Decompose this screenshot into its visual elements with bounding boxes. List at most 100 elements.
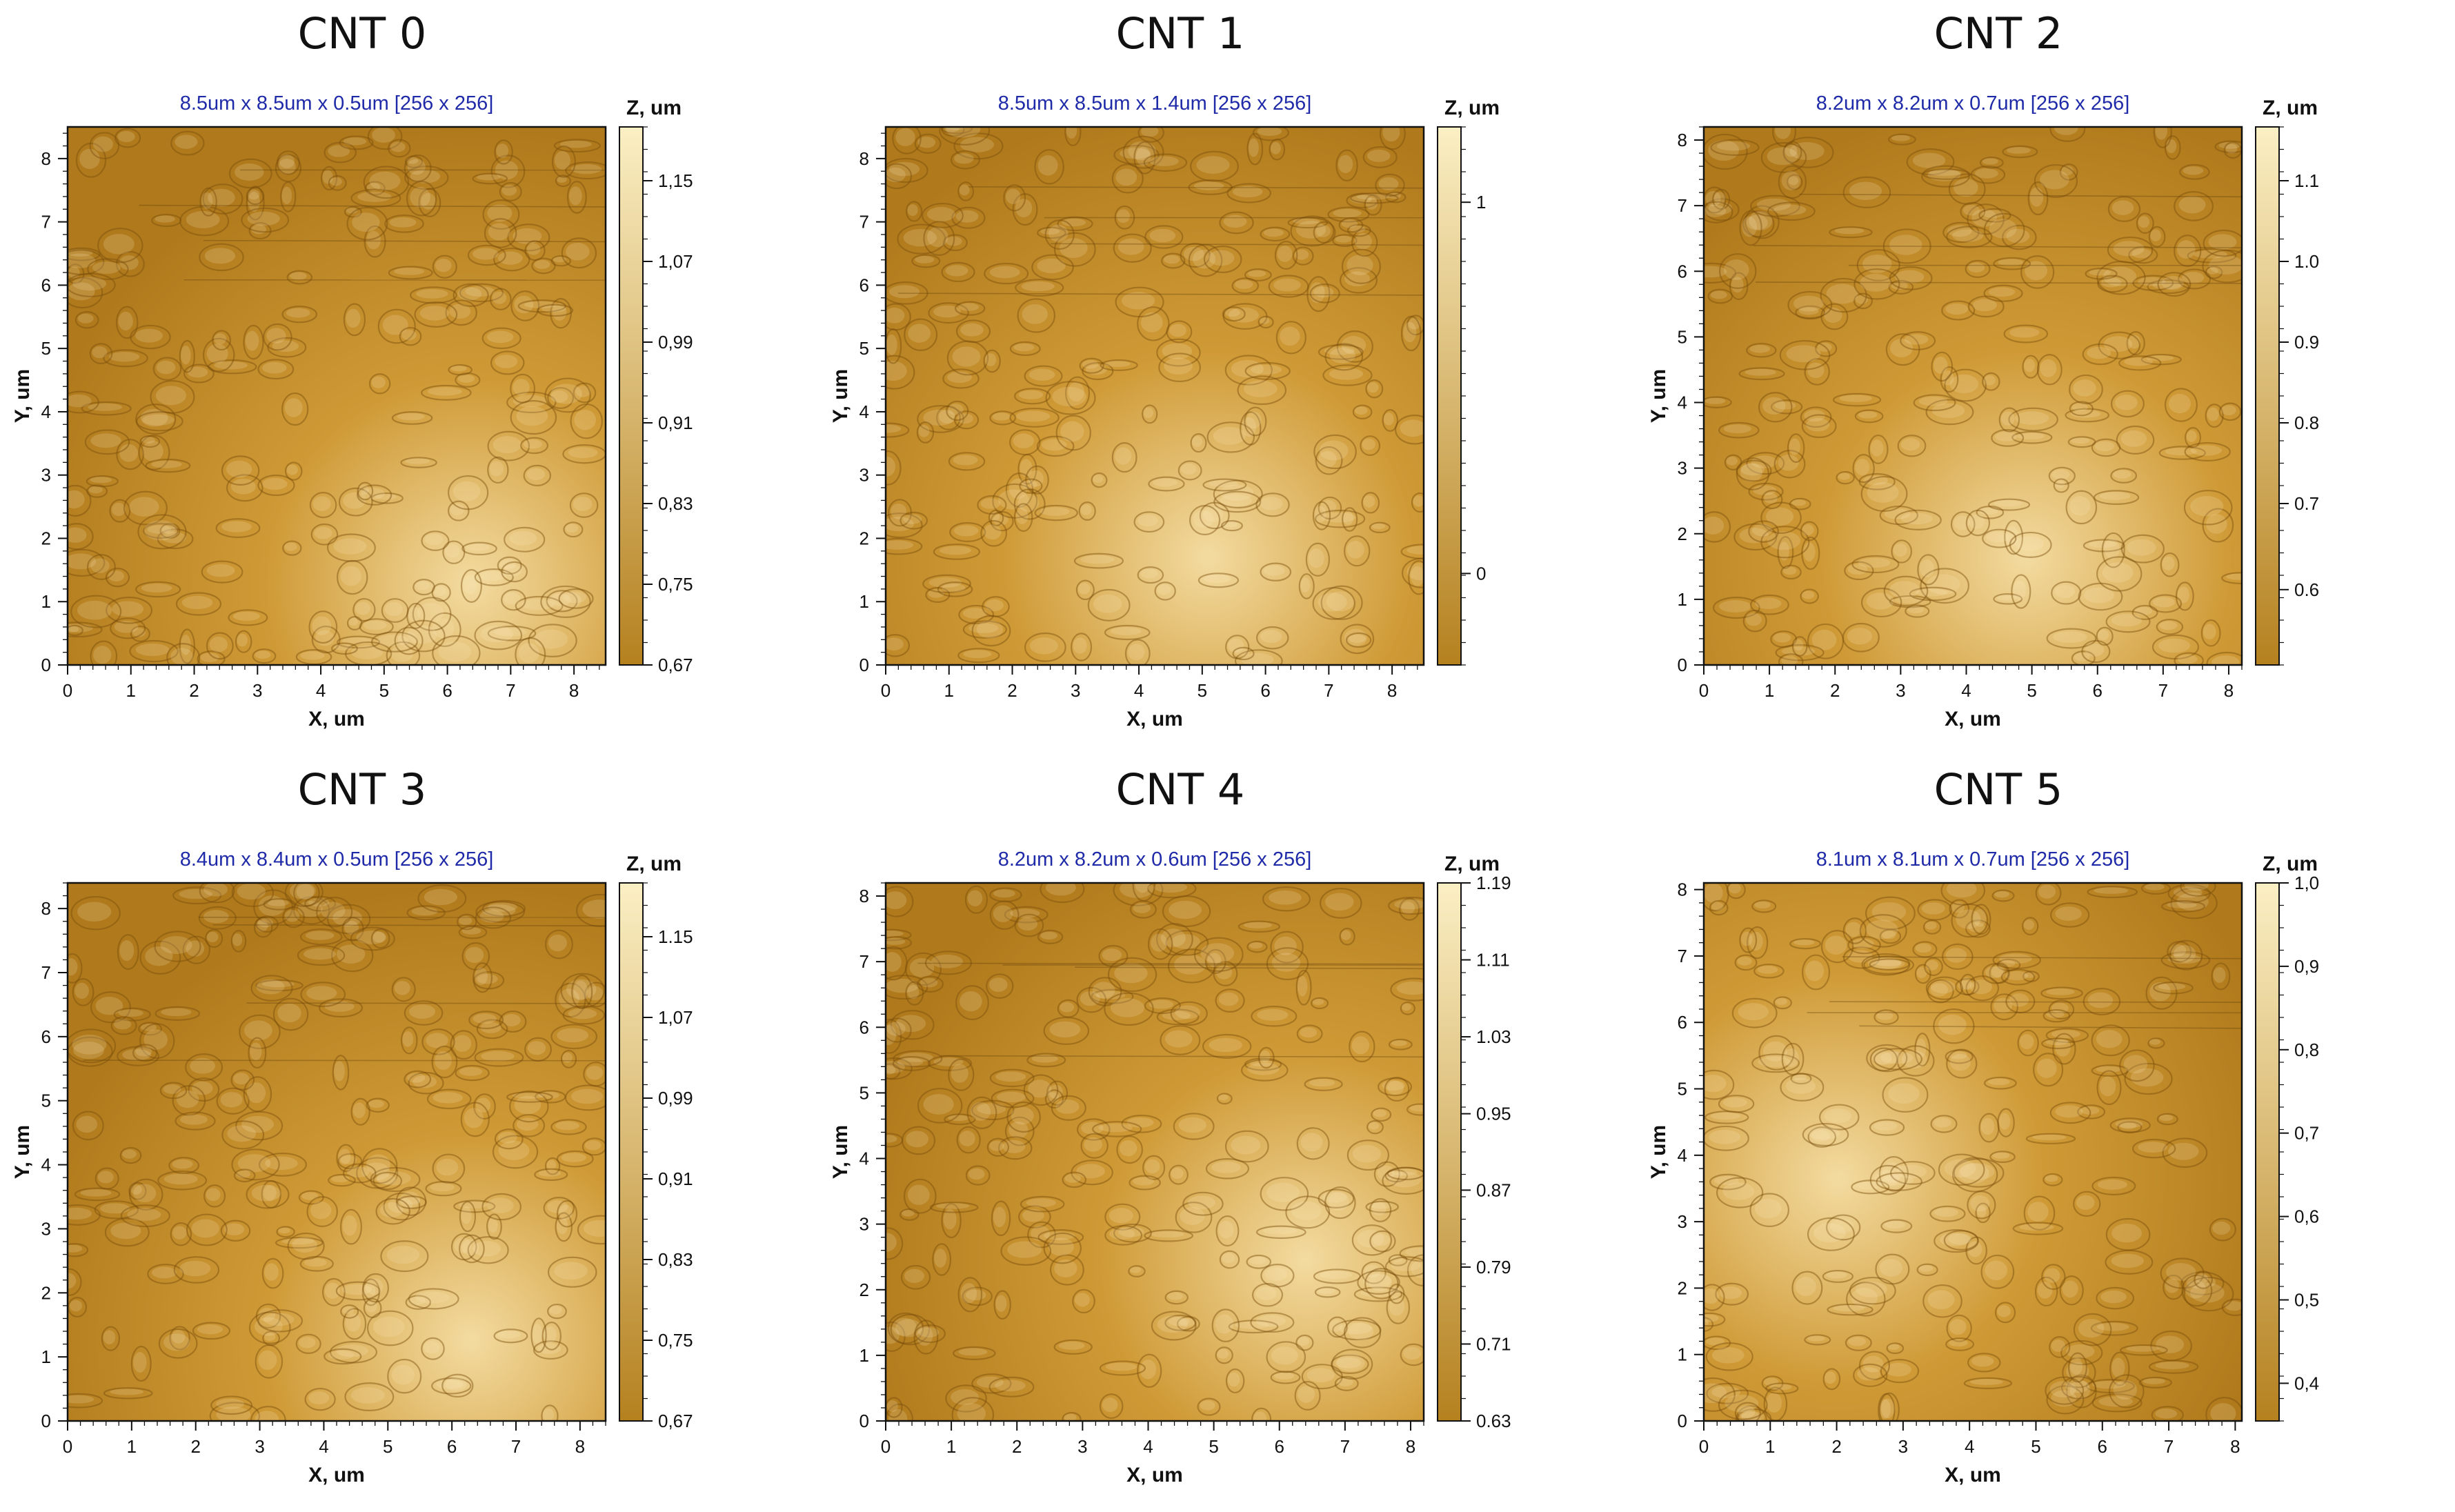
y-tick-label: 3: [859, 1214, 869, 1235]
panel-cnt-4: CNT 4 8.2um x 8.2um x 0.6um [256 x 256] …: [818, 756, 1636, 1512]
y-tick-label: 1: [41, 1346, 51, 1367]
x-tick-label: 1: [1765, 1436, 1775, 1457]
x-tick-label: 6: [1260, 680, 1270, 701]
y-tick-label: 4: [859, 1148, 869, 1169]
x-tick-label: 1: [126, 680, 136, 701]
y-tick-label: 6: [41, 275, 51, 295]
panel-cnt-2: CNT 2 8.2um x 8.2um x 0.7um [256 x 256] …: [1636, 0, 2454, 756]
image-frame: [1702, 882, 2243, 1422]
x-tick-label: 2: [1830, 680, 1840, 701]
colorbar-tick-label: 0: [1476, 563, 1486, 584]
colorbar-tick-label: 1,07: [658, 251, 693, 272]
colorbar: [619, 882, 644, 1422]
x-tick-label: 1: [127, 1436, 137, 1457]
colorbar-label: Z, um: [2263, 853, 2318, 875]
y-tick-label: 7: [1678, 195, 1687, 216]
colorbar: [1437, 882, 1462, 1422]
x-axis-label: X, um: [308, 708, 365, 730]
colorbar-tick-label: 0,83: [658, 1249, 693, 1270]
y-tick-label: 4: [41, 1155, 51, 1175]
panel-cnt-5: CNT 5 8.1um x 8.1um x 0.7um [256 x 256] …: [1636, 756, 2454, 1512]
colorbar-tick-label: 1.19: [1476, 873, 1511, 893]
x-tick-label: 2: [189, 680, 199, 701]
colorbar-tick-label: 0,8: [2294, 1040, 2319, 1060]
y-tick-label: 5: [41, 338, 51, 359]
x-tick-label: 8: [1387, 680, 1397, 701]
y-tick-label: 8: [41, 148, 51, 169]
x-tick-label: 8: [569, 680, 579, 701]
x-tick-label: 3: [1071, 680, 1080, 701]
surface-texture: [68, 127, 606, 665]
image-frame: [1702, 126, 2243, 666]
y-tick-label: 6: [1678, 1012, 1687, 1033]
x-axis-label: X, um: [1126, 1464, 1183, 1486]
x-tick-label: 7: [1340, 1436, 1350, 1457]
surface-texture: [886, 883, 1424, 1421]
colorbar-label: Z, um: [2263, 97, 2318, 119]
panel-title: CNT 0: [297, 8, 427, 59]
colorbar-tick-label: 0.8: [2294, 412, 2319, 433]
colorbar-tick-label: 0,7: [2294, 1123, 2319, 1144]
colorbar-tick-label: 0,75: [658, 574, 693, 595]
x-tick-label: 5: [1197, 680, 1207, 701]
colorbar-tick-label: 0,99: [658, 1088, 693, 1108]
x-tick-label: 8: [2230, 1436, 2240, 1457]
y-tick-label: 5: [859, 338, 869, 359]
panel-title: CNT 2: [1934, 8, 2063, 59]
colorbar: [2255, 882, 2280, 1422]
x-tick-label: 8: [2224, 680, 2234, 701]
y-tick-label: 2: [1678, 1277, 1687, 1298]
scan-caption: 8.5um x 8.5um x 0.5um [256 x 256]: [179, 92, 494, 115]
y-tick-label: 3: [41, 465, 51, 486]
panel-title: CNT 5: [1934, 764, 2063, 815]
y-tick-label: 2: [41, 528, 51, 548]
colorbar-tick-label: 1.11: [1476, 950, 1510, 971]
colorbar-tick-label: 0,91: [658, 1168, 693, 1189]
x-tick-label: 6: [2098, 1436, 2107, 1457]
colorbar-tick-label: 0,67: [658, 655, 693, 675]
colorbar-tick-label: 0,4: [2294, 1373, 2319, 1393]
x-tick-label: 3: [1896, 680, 1905, 701]
x-tick-label: 4: [1961, 680, 1971, 701]
colorbar-tick-label: 1.0: [2294, 251, 2319, 272]
y-tick-label: 7: [859, 951, 869, 972]
x-axis-label: X, um: [308, 1464, 365, 1486]
y-tick-label: 4: [1678, 1145, 1687, 1166]
afm-surface-image: [1704, 883, 2242, 1421]
y-tick-label: 1: [859, 591, 869, 612]
panel-cnt-0: CNT 0 8.5um x 8.5um x 0.5um [256 x 256] …: [0, 0, 818, 756]
y-tick-label: 2: [41, 1282, 51, 1303]
x-tick-label: 7: [511, 1436, 521, 1457]
x-tick-label: 2: [1012, 1436, 1022, 1457]
afm-surface-image: [1704, 127, 2242, 665]
y-tick-label: 6: [859, 1017, 869, 1037]
x-tick-label: 0: [1699, 680, 1709, 701]
x-tick-label: 0: [881, 680, 891, 701]
colorbar: [2255, 126, 2280, 666]
y-axis-label: Y, um: [829, 1125, 852, 1179]
colorbar-tick-label: 1.1: [2294, 170, 2319, 191]
x-tick-label: 0: [63, 1436, 72, 1457]
x-tick-label: 8: [1406, 1436, 1415, 1457]
y-tick-label: 8: [1678, 130, 1687, 150]
y-tick-label: 1: [1678, 589, 1687, 610]
x-tick-label: 2: [1831, 1436, 1841, 1457]
y-tick-label: 5: [1678, 326, 1687, 347]
image-frame: [66, 126, 607, 666]
x-axis-label: X, um: [1945, 708, 2001, 730]
x-tick-label: 7: [506, 680, 515, 701]
colorbar-tick-label: 0.6: [2294, 579, 2319, 600]
afm-panel-graphic: 0 1 2 3 4 5 6 7 8 X, um 0 1 2 3 4 5 6 7 8 Y, um Z, um 1 0: [829, 97, 1500, 730]
colorbar: [619, 126, 644, 666]
afm-panel-graphic: 0 1 2 3 4 5 6 7 8 X, um 0 1 2 3 4 5 6 7 8 Y, um Z, um1.19 1.1…: [829, 853, 1511, 1486]
y-tick-label: 2: [859, 1280, 869, 1300]
y-axis-label: Y, um: [1647, 369, 1670, 423]
x-tick-label: 5: [379, 680, 389, 701]
colorbar-tick-label: 0,6: [2294, 1206, 2319, 1227]
y-axis-label: Y, um: [829, 369, 852, 423]
x-tick-label: 0: [1699, 1436, 1709, 1457]
panel-title: CNT 3: [297, 764, 427, 815]
y-tick-label: 7: [1678, 946, 1687, 966]
y-axis-label: Y, um: [11, 369, 34, 423]
x-tick-label: 6: [2092, 680, 2102, 701]
